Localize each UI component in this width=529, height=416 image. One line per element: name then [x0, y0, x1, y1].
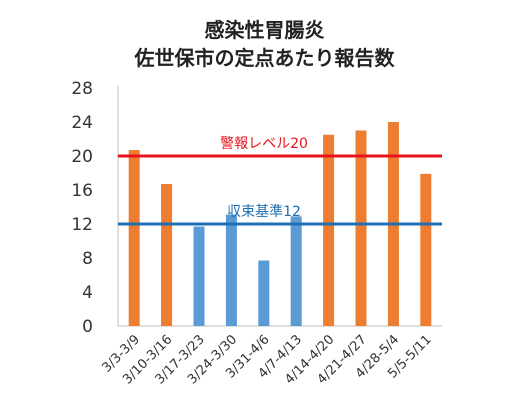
bar — [323, 134, 335, 326]
bar — [193, 226, 205, 326]
chart-title-line1: 感染性胃腸炎 — [204, 18, 325, 42]
reference-line-label: 収束基準12 — [227, 203, 301, 220]
bar — [420, 173, 432, 326]
y-tick-label: 4 — [82, 283, 93, 303]
bar — [128, 150, 140, 326]
y-tick-label: 12 — [71, 215, 93, 235]
bar — [290, 216, 302, 326]
chart-title-line2: 佐世保市の定点あたり報告数 — [134, 46, 395, 70]
y-tick-label: 28 — [71, 79, 93, 99]
bar — [225, 214, 237, 326]
bar — [161, 184, 173, 326]
reference-line-label: 警報レベル20 — [220, 136, 308, 152]
y-tick-label: 24 — [71, 113, 93, 133]
y-tick-label: 0 — [82, 317, 93, 337]
y-tick-label: 16 — [71, 181, 93, 201]
bar — [258, 260, 270, 326]
y-tick-label: 20 — [71, 147, 93, 167]
y-tick-label: 8 — [82, 249, 93, 269]
bar — [355, 130, 367, 326]
